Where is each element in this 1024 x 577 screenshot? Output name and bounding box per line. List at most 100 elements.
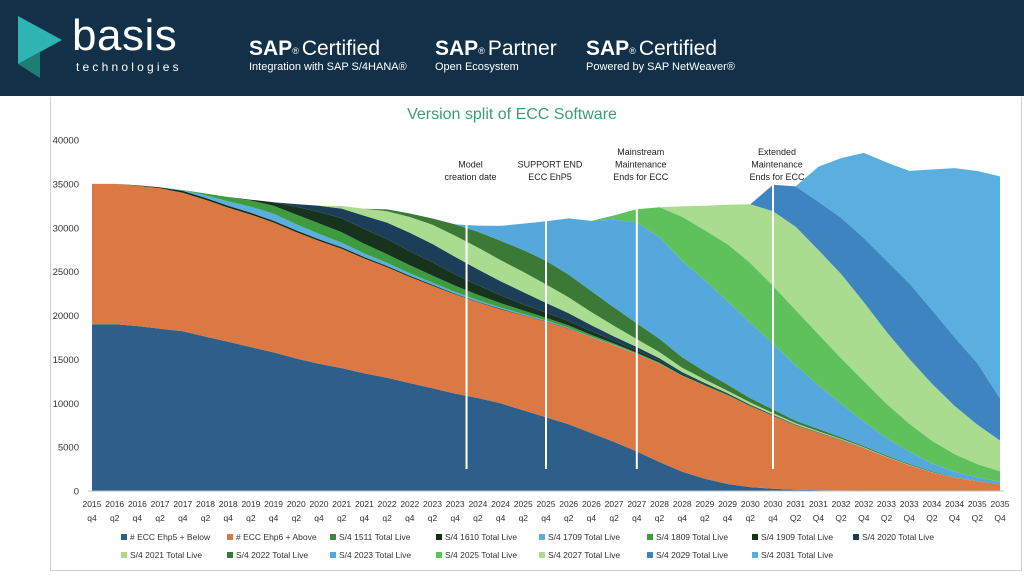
y-tick-label: 35000 — [53, 179, 79, 190]
legend-label-11: S/4 2025 Total Live — [445, 550, 517, 560]
y-tick-label: 5000 — [58, 443, 79, 454]
x-tick-year-label: 2022 — [400, 499, 419, 509]
x-tick-year-label: 2029 — [718, 499, 737, 509]
x-tick-year-label: 2033 — [877, 499, 896, 509]
x-tick-quarter-label: q2 — [201, 513, 211, 523]
x-tick-year-label: 2028 — [650, 499, 669, 509]
x-tick-quarter-label: q2 — [428, 513, 438, 523]
annotation-label-3: Maintenance — [751, 160, 803, 170]
y-tick-label: 30000 — [53, 223, 79, 234]
basis-logo-icon — [18, 16, 62, 78]
legend-label-5: S/4 1809 Total Live — [656, 532, 728, 542]
annotation-label-0: Model — [458, 160, 483, 170]
x-tick-quarter-label: q2 — [292, 513, 302, 523]
x-tick-year-label: 2027 — [605, 499, 624, 509]
x-tick-quarter-label: q2 — [746, 513, 756, 523]
legend-swatch-3 — [436, 534, 442, 540]
x-tick-quarter-label: q2 — [700, 513, 710, 523]
x-tick-quarter-label: q2 — [564, 513, 574, 523]
x-tick-year-label: 2019 — [264, 499, 283, 509]
x-tick-quarter-label: Q2 — [835, 513, 847, 523]
y-tick-label: 20000 — [53, 311, 79, 322]
legend-swatch-4 — [539, 534, 545, 540]
x-tick-year-label: 2034 — [922, 499, 941, 509]
legend-label-1: # ECC Ehp6 + Above — [236, 532, 317, 542]
x-tick-quarter-label: q2 — [155, 513, 165, 523]
x-tick-year-label: 2018 — [219, 499, 238, 509]
sap-partner-badge: SAP® Partner Open Ecosystem — [435, 37, 557, 74]
x-tick-quarter-label: q2 — [337, 513, 347, 523]
legend-label-12: S/4 2027 Total Live — [548, 550, 620, 560]
x-tick-year-label: 2021 — [355, 499, 374, 509]
x-tick-year-label: 2025 — [514, 499, 533, 509]
legend-swatch-8 — [121, 552, 127, 558]
x-tick-quarter-label: q4 — [677, 513, 687, 523]
x-tick-year-label: 2019 — [241, 499, 260, 509]
annotation-label-3: Ends for ECC — [749, 172, 805, 182]
annotation-label-2: Ends for ECC — [613, 172, 669, 182]
annotation-label-1: SUPPORT END — [518, 160, 583, 170]
legend-label-0: # ECC Ehp5 + Below — [130, 532, 211, 542]
x-tick-quarter-label: q4 — [496, 513, 506, 523]
y-tick-label: 15000 — [53, 355, 79, 366]
brand-tagline: technologies — [76, 60, 182, 74]
x-tick-quarter-label: Q4 — [858, 513, 870, 523]
x-tick-year-label: 2035 — [991, 499, 1010, 509]
legend-swatch-2 — [330, 534, 336, 540]
x-tick-quarter-label: Q2 — [972, 513, 984, 523]
x-tick-year-label: 2022 — [378, 499, 397, 509]
legend-label-9: S/4 2022 Total Live — [236, 550, 308, 560]
legend-label-13: S/4 2029 Total Live — [656, 550, 728, 560]
x-tick-quarter-label: Q4 — [994, 513, 1006, 523]
x-tick-year-label: 2030 — [741, 499, 760, 509]
annotation-label-2: Mainstream — [617, 147, 664, 157]
annotation-label-0: creation date — [445, 172, 497, 182]
x-tick-year-label: 2020 — [287, 499, 306, 509]
x-tick-year-label: 2024 — [491, 499, 510, 509]
x-tick-year-label: 2020 — [310, 499, 329, 509]
chart-title: Version split of ECC Software — [407, 106, 617, 123]
legend-label-8: S/4 2021 Total Live — [130, 550, 202, 560]
x-tick-year-label: 2032 — [854, 499, 873, 509]
x-tick-year-label: 2026 — [559, 499, 578, 509]
x-tick-year-label: 2016 — [105, 499, 124, 509]
chart-frame — [50, 97, 1022, 571]
annotation-label-2: Maintenance — [615, 160, 667, 170]
y-tick-label: 0 — [74, 487, 79, 498]
x-tick-year-label: 2023 — [446, 499, 465, 509]
x-tick-quarter-label: q2 — [519, 513, 529, 523]
x-tick-year-label: 2026 — [582, 499, 601, 509]
legend-swatch-14 — [752, 552, 758, 558]
x-tick-quarter-label: Q4 — [904, 513, 916, 523]
x-tick-quarter-label: q4 — [360, 513, 370, 523]
x-tick-quarter-label: q4 — [768, 513, 778, 523]
x-tick-year-label: 2017 — [173, 499, 192, 509]
legend-label-10: S/4 2023 Total Live — [339, 550, 411, 560]
annotation-label-1: ECC EhP5 — [528, 172, 572, 182]
legend-label-6: S/4 1909 Total Live — [761, 532, 833, 542]
x-tick-quarter-label: q4 — [269, 513, 279, 523]
sap-certified-netweaver-badge: SAP® Certified Powered by SAP NetWeaver® — [586, 37, 735, 74]
x-tick-year-label: 2025 — [537, 499, 556, 509]
x-tick-year-label: 2021 — [332, 499, 351, 509]
x-tick-year-label: 2034 — [945, 499, 964, 509]
x-tick-quarter-label: q4 — [587, 513, 597, 523]
x-tick-quarter-label: q4 — [405, 513, 415, 523]
x-tick-quarter-label: q2 — [655, 513, 665, 523]
x-tick-year-label: 2032 — [832, 499, 851, 509]
x-tick-year-label: 2023 — [423, 499, 442, 509]
x-tick-year-label: 2015 — [83, 499, 102, 509]
x-tick-quarter-label: q4 — [178, 513, 188, 523]
annotation-label-3: Extended — [758, 147, 796, 157]
legend-swatch-9 — [227, 552, 233, 558]
x-tick-quarter-label: q2 — [110, 513, 120, 523]
x-tick-quarter-label: Q2 — [881, 513, 893, 523]
legend-label-3: S/4 1610 Total Live — [445, 532, 517, 542]
x-tick-quarter-label: q4 — [450, 513, 460, 523]
legend-swatch-12 — [539, 552, 545, 558]
sap-certified-s4hana-badge: SAP® Certified Integration with SAP S/4HA… — [249, 37, 407, 74]
legend-swatch-1 — [227, 534, 233, 540]
x-tick-quarter-label: q4 — [314, 513, 324, 523]
x-tick-quarter-label: q2 — [473, 513, 483, 523]
